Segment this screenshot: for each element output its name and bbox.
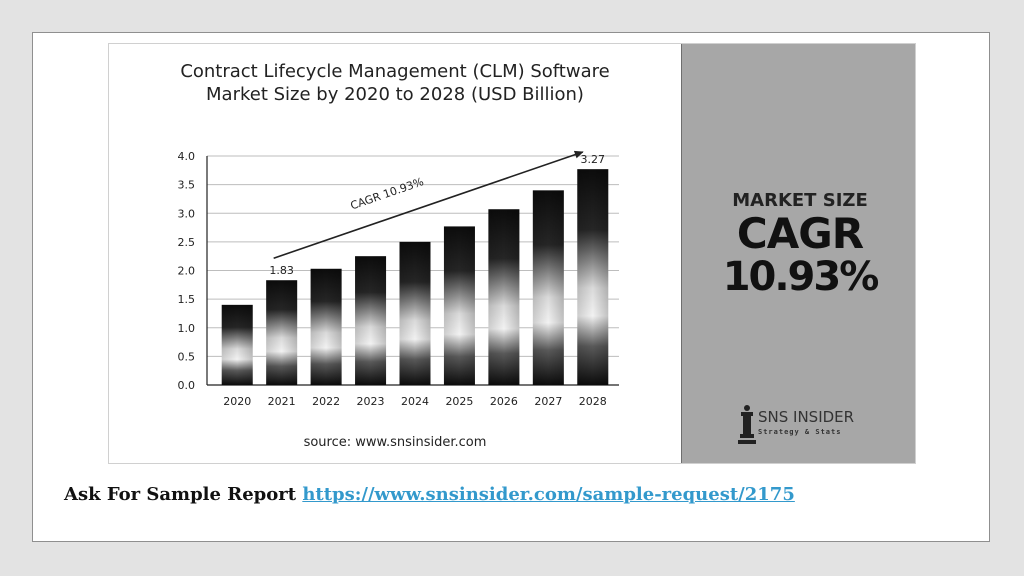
bar-shading [577, 169, 609, 385]
infographic: Contract Lifecycle Management (CLM) Soft… [108, 43, 916, 464]
x-tick-label: 2021 [268, 395, 296, 408]
bar-shading [532, 190, 564, 385]
side-panel: MARKET SIZE CAGR 10.93% SNS INSIDER Stra… [681, 44, 915, 463]
chart-title: Contract Lifecycle Management (CLM) Soft… [109, 60, 681, 106]
y-tick-label: 3.0 [178, 207, 196, 220]
x-tick-label: 2022 [312, 395, 340, 408]
sample-request-link[interactable]: https://www.snsinsider.com/sample-reques… [302, 484, 795, 505]
brand-name: SNS INSIDER [758, 408, 855, 426]
x-tick-label: 2024 [401, 395, 429, 408]
y-tick-label: 2.5 [178, 236, 196, 249]
bar-shading [310, 268, 342, 385]
cagr-annotation: CAGR 10.93% [349, 175, 426, 212]
y-tick-label: 4.0 [178, 150, 196, 163]
x-tick-label: 2025 [445, 395, 473, 408]
y-tick-label: 0.5 [178, 350, 196, 363]
bar-shading [221, 304, 253, 385]
bar-shading [488, 209, 520, 385]
bar-shading [266, 280, 298, 385]
chart-source: source: www.snsinsider.com [303, 435, 487, 450]
sample-report-prompt: Ask For Sample Report [64, 484, 297, 505]
cagr-title: CAGR [736, 209, 864, 258]
chart-title-line-1: Contract Lifecycle Management (CLM) Soft… [180, 61, 610, 82]
y-tick-label: 1.0 [178, 322, 196, 335]
x-tick-label: 2023 [357, 395, 385, 408]
x-tick-label: 2026 [490, 395, 518, 408]
data-label: 3.27 [581, 153, 606, 166]
cagr-trend-arrow [273, 150, 584, 259]
sample-report-cta: Ask For Sample Report https://www.snsins… [64, 484, 795, 505]
y-tick-label: 1.5 [178, 293, 196, 306]
chess-rook-icon [738, 405, 756, 444]
chart-title-line-2: Market Size by 2020 to 2028 (USD Billion… [206, 84, 584, 105]
y-tick-label: 3.5 [178, 179, 196, 192]
bar-shading [355, 256, 387, 385]
cagr-value: 10.93% [722, 254, 880, 300]
x-tick-label: 2027 [534, 395, 562, 408]
bar-chart: 0.0 0.5 1.0 1.5 2.0 2.5 3.0 3.5 4.0 2020 2021 2022 2… [178, 150, 619, 408]
sns-insider-logo: SNS INSIDER Strategy & Stats [738, 404, 878, 448]
y-tick-label: 2.0 [178, 265, 196, 278]
data-label: 1.83 [269, 264, 294, 277]
bar-shading [443, 226, 475, 385]
chart-panel: Contract Lifecycle Management (CLM) Soft… [109, 44, 681, 463]
x-tick-label: 2028 [579, 395, 607, 408]
brand-tagline: Strategy & Stats [758, 428, 842, 436]
y-tick-label: 0.0 [178, 379, 196, 392]
bar-shading [399, 241, 431, 385]
market-size-label: MARKET SIZE [732, 190, 868, 211]
x-tick-label: 2020 [223, 395, 251, 408]
